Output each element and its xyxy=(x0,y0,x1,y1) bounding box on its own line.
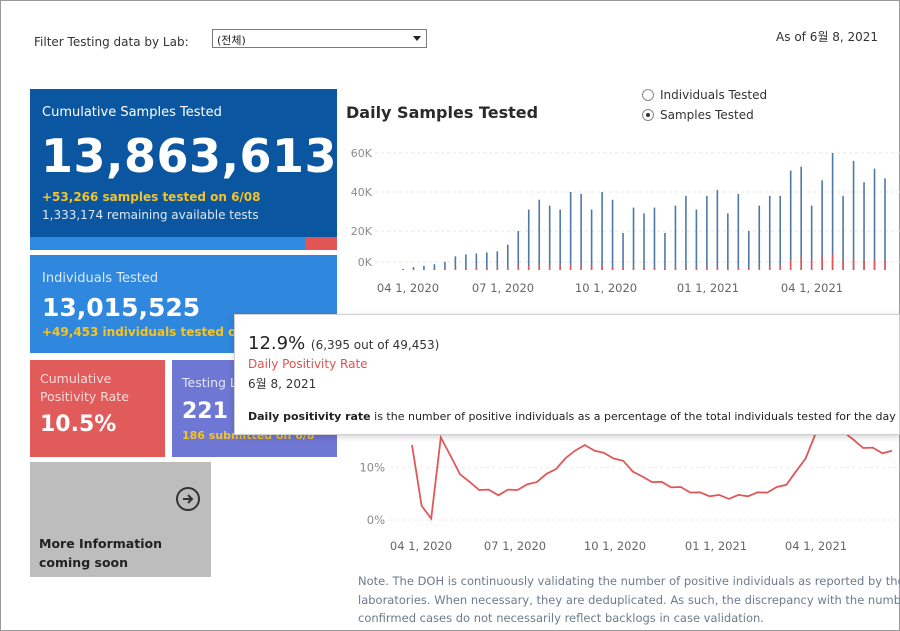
dropdown-arrow-icon xyxy=(413,36,421,41)
filter-label: Filter Testing data by Lab: xyxy=(34,35,189,49)
more-info-line1: More Information xyxy=(39,536,162,551)
positivity-rate-value: 10.5% xyxy=(40,412,117,437)
more-information-card[interactable]: More Information coming soon xyxy=(30,462,211,577)
testing-labs-value: 221 xyxy=(182,399,228,424)
note-line1: Note. The DOH is continuously validating… xyxy=(358,574,900,588)
tooltip-desc-rest: is the number of positive individuals as… xyxy=(370,410,896,423)
individuals-tested-title: Individuals Tested xyxy=(42,271,159,286)
positivity-rate-title: Cumulative Positivity Rate xyxy=(40,371,129,404)
lab-filter-select[interactable]: (전체) xyxy=(212,29,427,48)
note-line3: confirmed cases do not necessarily refle… xyxy=(358,611,764,625)
tooltip-percent-row: 12.9% (6,395 out of 49,453) xyxy=(248,333,439,354)
radio-individuals-tested[interactable]: Individuals Tested xyxy=(642,88,767,102)
individuals-tested-value: 13,015,525 xyxy=(42,293,201,322)
arrow-right-icon[interactable] xyxy=(176,487,200,511)
daily-chart-title: Daily Samples Tested xyxy=(346,103,539,122)
note-line2: laboratories. When necessary, they are d… xyxy=(358,592,900,607)
tooltip-label: Daily Positivity Rate xyxy=(248,357,368,371)
cumulative-samples-value: 13,863,613 xyxy=(41,129,338,183)
radio-label: Individuals Tested xyxy=(660,88,768,102)
cumulative-samples-title: Cumulative Samples Tested xyxy=(42,105,222,120)
more-information-text: More Information coming soon xyxy=(39,534,162,572)
tooltip-desc-bold: Daily positivity rate xyxy=(248,410,371,423)
positivity-tooltip: 12.9% (6,395 out of 49,453) Daily Positi… xyxy=(234,314,900,435)
samples-delta: +53,266 samples tested on 6/08 xyxy=(42,190,261,204)
capacity-bar-used xyxy=(30,237,305,250)
as-of-date: As of 6월 8, 2021 xyxy=(776,30,878,44)
tooltip-date: 6월 8, 2021 xyxy=(248,377,317,391)
radio-selected-icon[interactable] xyxy=(642,109,654,121)
tooltip-detail: (6,395 out of 49,453) xyxy=(310,338,440,352)
validation-note: Note. The DOH is continuously validating… xyxy=(358,572,900,628)
remaining-tests: 1,333,174 remaining available tests xyxy=(42,208,259,222)
more-info-line2: coming soon xyxy=(39,555,129,570)
tooltip-percent: 12.9% xyxy=(248,333,306,354)
lab-filter-value: (전체) xyxy=(217,34,246,47)
individuals-delta: +49,453 individuals tested on 6/08 xyxy=(42,325,279,339)
cumulative-samples-card[interactable]: Cumulative Samples Tested 13,863,613 +53… xyxy=(30,89,337,250)
positivity-rate-card[interactable]: Cumulative Positivity Rate 10.5% xyxy=(30,360,165,457)
capacity-bar-remaining xyxy=(305,237,337,250)
radio-label: Samples Tested xyxy=(660,108,754,122)
radio-samples-tested[interactable]: Samples Tested xyxy=(642,108,754,122)
tooltip-description: Daily positivity rate is the number of p… xyxy=(248,410,896,423)
radio-circle-icon[interactable] xyxy=(642,89,654,101)
